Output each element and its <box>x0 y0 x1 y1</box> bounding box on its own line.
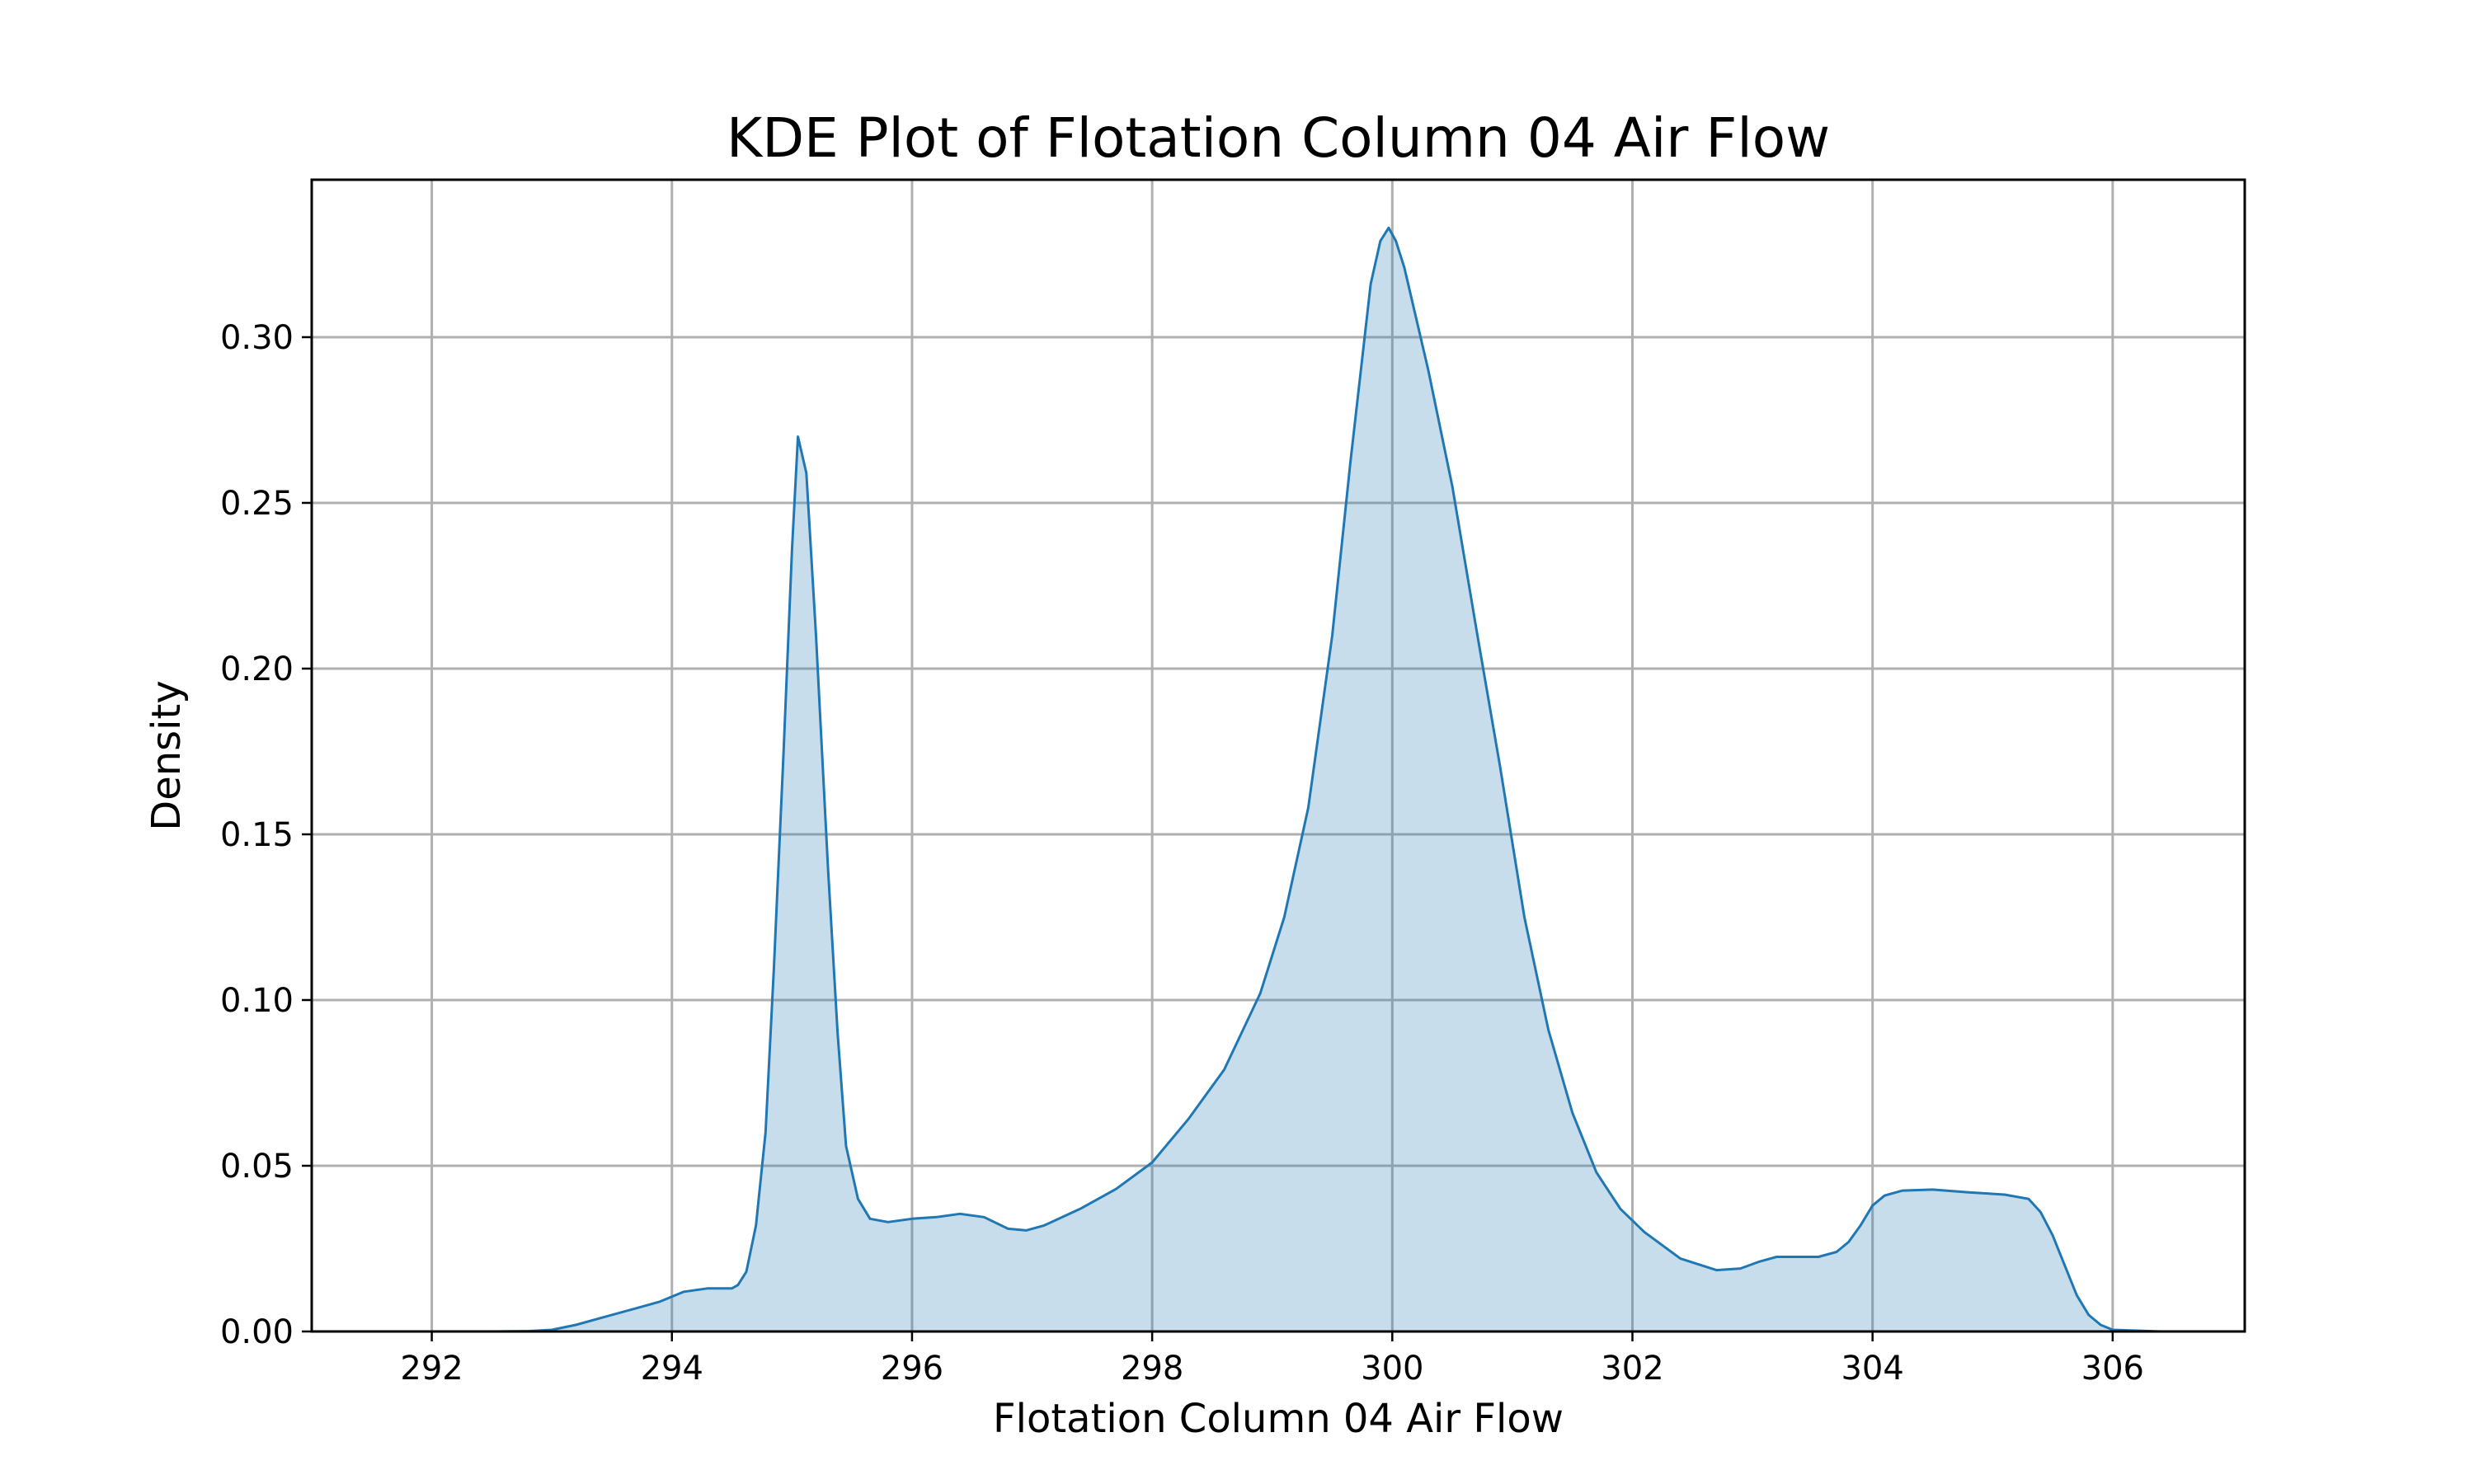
x-tick-label: 294 <box>641 1350 703 1388</box>
density-fill-area <box>395 228 2161 1331</box>
y-tick-label: 0.25 <box>220 485 294 523</box>
x-tick-label: 292 <box>400 1350 463 1388</box>
x-axis-label: Flotation Column 04 Air Flow <box>993 1396 1564 1442</box>
plot-area <box>395 226 2161 1333</box>
density-curve <box>395 226 2161 1333</box>
grid-lines <box>312 180 2245 1333</box>
y-tick-label: 0.30 <box>220 319 294 357</box>
y-tick-label: 0.00 <box>220 1313 294 1351</box>
y-tick-label: 0.10 <box>220 982 294 1020</box>
y-tick-label: 0.15 <box>220 816 294 854</box>
axes-frame <box>310 178 2246 1333</box>
x-tick-label: 300 <box>1361 1350 1423 1388</box>
x-tick-label: 306 <box>2081 1350 2144 1388</box>
y-tick-label: 0.05 <box>220 1148 294 1186</box>
x-tick-label: 304 <box>1841 1350 1903 1388</box>
x-tick-label: 296 <box>881 1350 943 1388</box>
axis-ticks: 292 294 296 298 300 302 304 306 0.00 0.05 0.10 0.15… <box>220 319 2144 1388</box>
x-tick-label: 298 <box>1121 1350 1183 1388</box>
x-tick-label: 302 <box>1601 1350 1663 1388</box>
y-axis-label: Density <box>143 680 190 830</box>
chart-title: KDE Plot of Flotation Column 04 Air Flow <box>727 106 1830 170</box>
y-tick-label: 0.20 <box>220 650 294 688</box>
